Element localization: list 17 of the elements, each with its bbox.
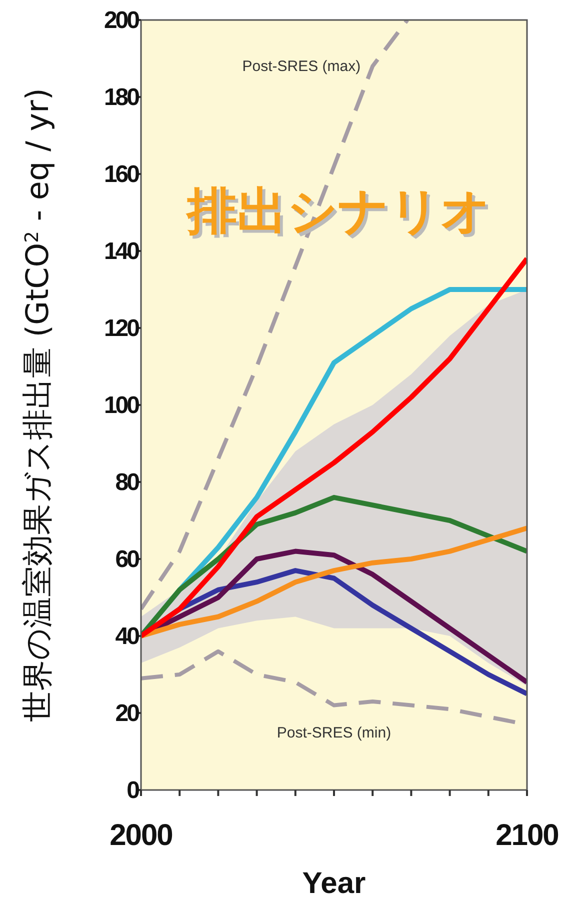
- y-tick-label: 100: [104, 392, 140, 419]
- x-tick-label: 2000: [110, 819, 173, 852]
- y-tick-label: 160: [104, 161, 140, 188]
- x-axis-title: Year: [302, 867, 366, 900]
- y-tick-label: 180: [104, 84, 140, 111]
- y-tick-label: 80: [115, 469, 140, 496]
- series-label: Post-SRES (min): [276, 724, 392, 742]
- y-tick-label: 60: [115, 546, 140, 573]
- series-label: Post-SRES (max): [242, 58, 361, 76]
- y-tick-label: 40: [115, 623, 140, 650]
- y-tick-label: 120: [104, 315, 140, 342]
- y-tick-label: 140: [104, 238, 140, 265]
- y-tick-label: 0: [126, 777, 140, 804]
- y-tick-label: 20: [115, 700, 140, 727]
- text: 排出シナリオ: [188, 185, 494, 243]
- y-tick-label: 200: [104, 7, 140, 34]
- x-tick-label: 2100: [496, 819, 559, 852]
